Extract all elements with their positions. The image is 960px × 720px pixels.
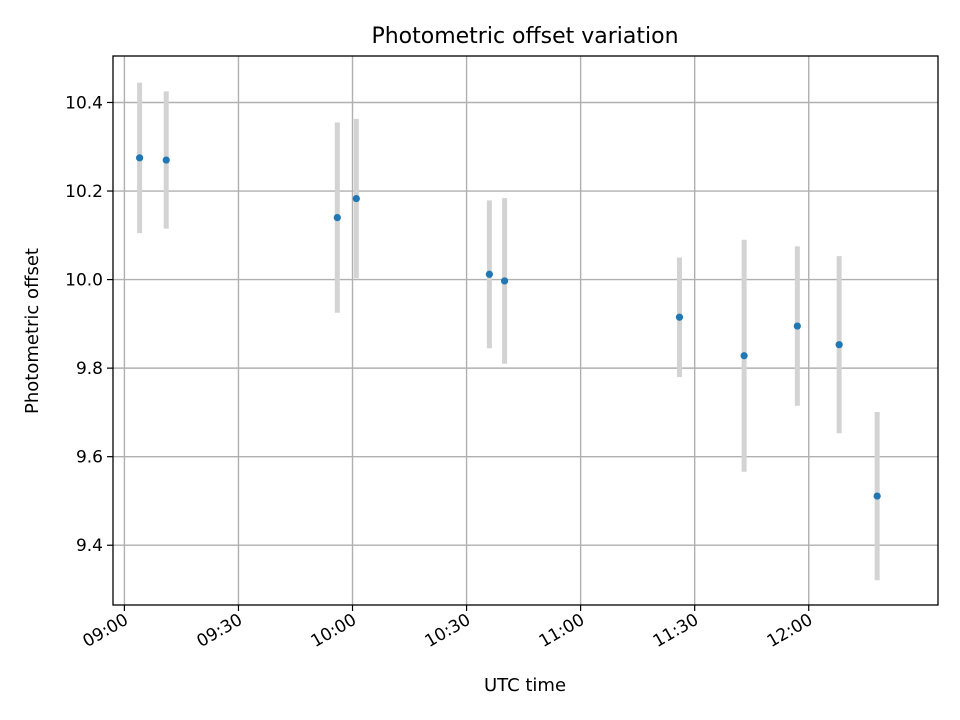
y-tick-label: 10.4 — [65, 93, 103, 113]
x-tick-label: 09:30 — [194, 610, 246, 652]
errorbar-layer — [137, 82, 880, 581]
chart-title: Photometric offset variation — [371, 24, 678, 49]
x-tick-label: 10:00 — [308, 610, 360, 652]
tick-layer: 09:00 09:30 10:00 10:30 11:00 11:30 12:00 9.4 9.… — [65, 93, 816, 651]
y-axis-label: Photometric offset — [22, 248, 43, 414]
y-tick-label: 9.4 — [76, 536, 103, 556]
x-axis-label: UTC time — [484, 675, 566, 696]
data-point — [485, 270, 493, 278]
data-point — [136, 154, 144, 162]
y-tick-label: 9.8 — [76, 359, 103, 379]
x-tick-label: 10:30 — [422, 610, 474, 652]
data-point — [675, 313, 684, 321]
y-tick-label: 10.2 — [65, 182, 103, 202]
data-point — [873, 492, 881, 500]
data-point — [740, 352, 748, 360]
data-point — [162, 156, 170, 164]
data-point — [835, 341, 843, 349]
point-layer — [136, 154, 881, 500]
x-tick-label: 12:00 — [764, 610, 816, 652]
data-point — [352, 194, 360, 203]
y-tick-label: 10.0 — [65, 271, 103, 291]
x-tick-label: 11:00 — [536, 610, 588, 652]
data-point — [793, 322, 801, 330]
x-tick-label: 09:00 — [79, 610, 131, 652]
plot-frame — [112, 55, 939, 606]
y-tick-label: 9.6 — [76, 448, 103, 468]
grid-layer — [113, 56, 938, 605]
x-tick-label: 11:30 — [650, 610, 702, 652]
data-point — [500, 277, 509, 285]
data-point — [333, 214, 341, 222]
